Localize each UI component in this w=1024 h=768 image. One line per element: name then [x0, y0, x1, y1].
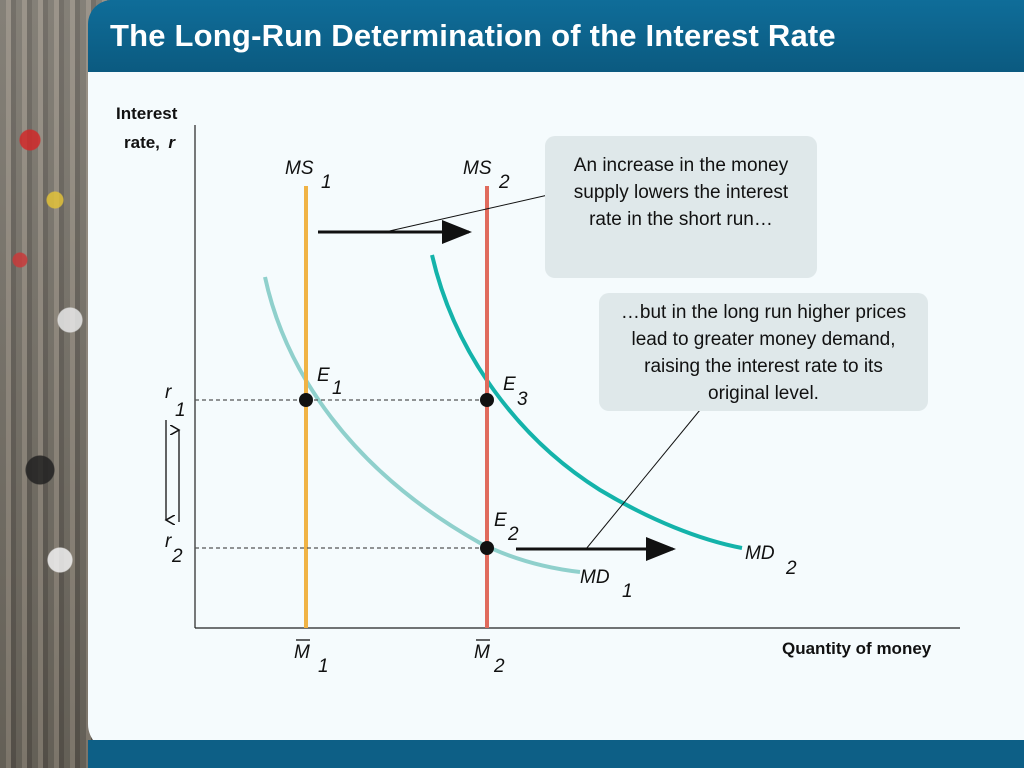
ms1-label: MS	[285, 158, 314, 179]
slide-title: The Long-Run Determination of the Intere…	[110, 18, 836, 53]
callout1-pointer	[384, 194, 549, 233]
m2-label: M	[474, 642, 490, 663]
r1-label: r	[165, 382, 172, 403]
ms1-subscript: 1	[321, 172, 332, 193]
m1-subscript: 1	[318, 656, 329, 677]
y-axis-label-line2: rate, r	[124, 133, 176, 152]
e1-point	[299, 393, 313, 407]
m2-subscript: 2	[493, 656, 505, 677]
r2-subscript: 2	[171, 546, 183, 567]
callout2-pointer	[585, 409, 701, 550]
e3-label: E	[503, 374, 516, 395]
md1-subscript: 1	[622, 581, 633, 602]
r1-subscript: 1	[175, 400, 186, 421]
md1-curve	[263, 276, 581, 574]
e1-subscript: 1	[332, 378, 343, 399]
md1-label: MD	[580, 567, 610, 588]
callout-long-run: …but in the long run higher prices lead …	[599, 293, 928, 411]
e2-point	[480, 541, 494, 555]
bottom-band	[88, 740, 1024, 768]
md2-label: MD	[745, 543, 775, 564]
e2-subscript: 2	[507, 524, 519, 545]
title-bar	[88, 0, 1024, 72]
ms2-subscript: 2	[498, 172, 510, 193]
x-axis-label: Quantity of money	[782, 639, 932, 658]
e2-label: E	[494, 510, 507, 531]
callout-short-run: An increase in the money supply lowers t…	[545, 136, 817, 278]
md2-subscript: 2	[785, 558, 797, 579]
md2-curve	[430, 254, 743, 550]
e1-label: E	[317, 365, 330, 386]
ms2-label: MS	[463, 158, 492, 179]
r2-label: r	[165, 531, 172, 552]
e3-subscript: 3	[517, 389, 528, 410]
e3-point	[480, 393, 494, 407]
y-axis-label-line1: Interest	[116, 104, 178, 123]
m1-label: M	[294, 642, 310, 663]
